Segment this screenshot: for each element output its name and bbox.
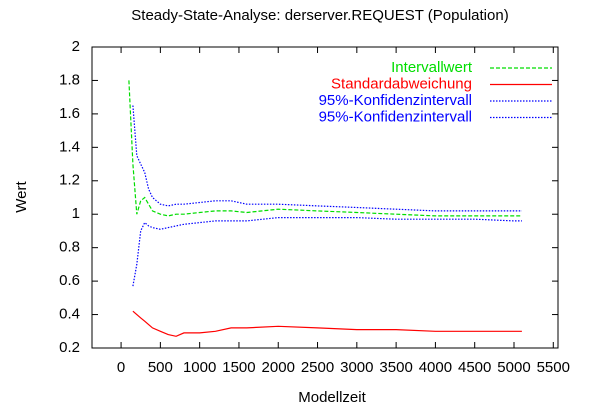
y-tick-label: 0.2 (59, 339, 80, 356)
x-tick-label: 3500 (379, 359, 412, 376)
series-line (132, 310, 522, 337)
x-tick-label: 5500 (537, 359, 570, 376)
y-axis-label: Wert (13, 180, 30, 212)
x-tick-label: 2500 (301, 359, 334, 376)
y-tick-label: 0.8 (59, 239, 80, 256)
x-tick-label: 3000 (340, 359, 373, 376)
series-line (128, 80, 522, 217)
x-axis-label: Modellzeit (298, 389, 366, 406)
x-tick-label: 4500 (458, 359, 491, 376)
y-tick-label: 0.4 (59, 306, 80, 323)
legend-label: Intervallwert (391, 59, 473, 76)
legend-label: 95%-Konfidenzintervall (319, 92, 472, 109)
x-tick-label: 1000 (183, 359, 216, 376)
y-tick-label: 0.6 (59, 272, 80, 289)
legend-label: Standardabweichung (331, 75, 472, 92)
x-tick-label: 2000 (262, 359, 295, 376)
y-tick-label: 1.8 (59, 71, 80, 88)
series-line (132, 217, 522, 287)
y-tick-label: 1.6 (59, 105, 80, 122)
legend-label: 95%-Konfidenzintervall (319, 108, 472, 125)
y-tick-label: 1.2 (59, 172, 80, 189)
x-tick-label: 4000 (419, 359, 452, 376)
y-tick-label: 2 (72, 38, 80, 55)
chart-title: Steady-State-Analyse: derserver.REQUEST … (131, 7, 508, 24)
plot-border (91, 46, 559, 349)
x-tick-label: 1500 (222, 359, 255, 376)
x-tick-label: 0 (117, 359, 125, 376)
y-tick-label: 1 (72, 205, 80, 222)
y-tick-label: 1.4 (59, 138, 80, 155)
x-tick-label: 5000 (497, 359, 530, 376)
series-line (132, 105, 522, 212)
x-tick-label: 500 (148, 359, 173, 376)
